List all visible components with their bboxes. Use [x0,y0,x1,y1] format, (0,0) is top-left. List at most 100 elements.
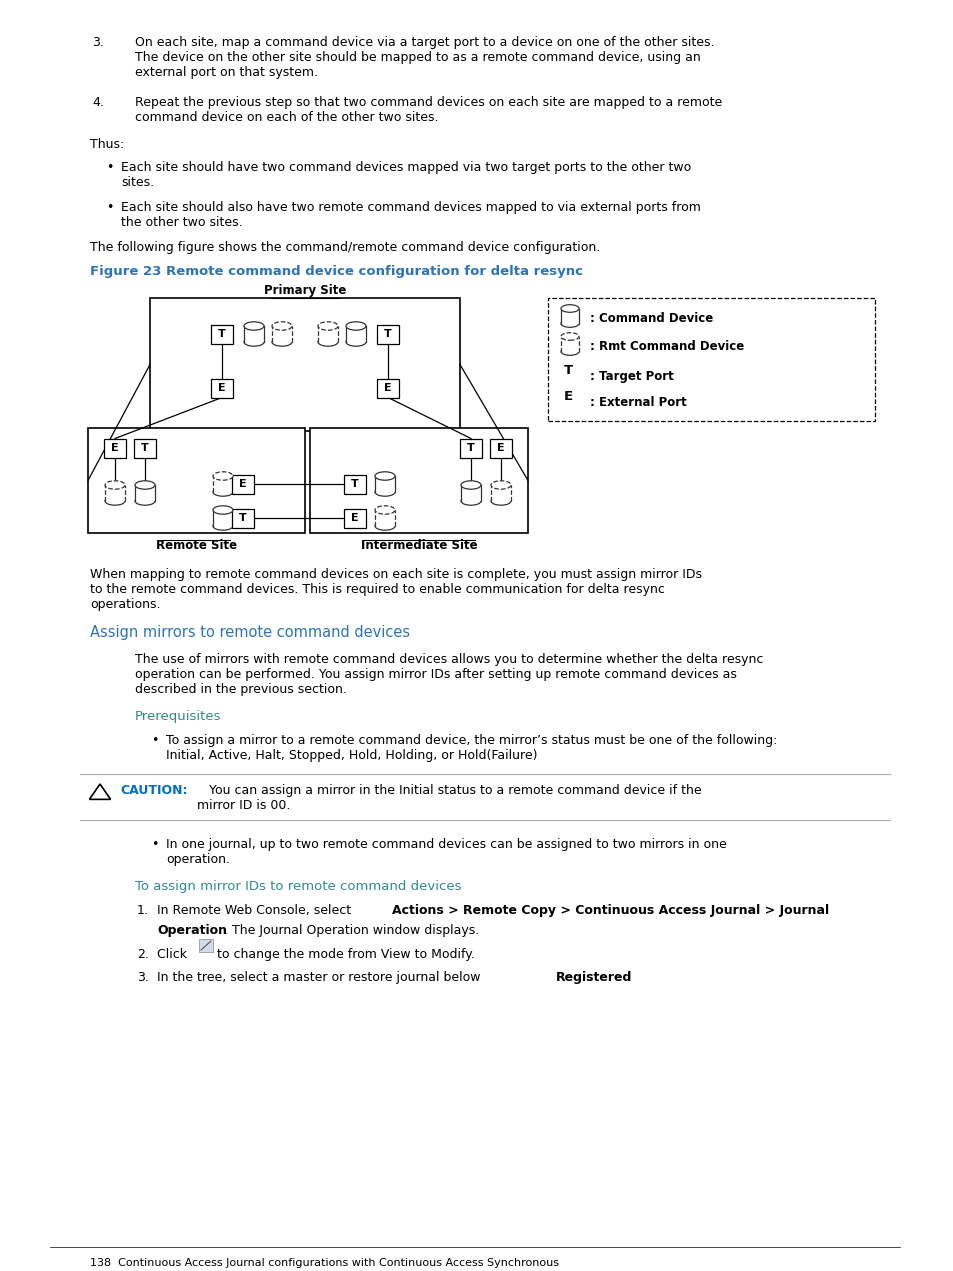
Text: •: • [151,733,158,747]
Ellipse shape [375,522,395,530]
Bar [213,477,233,492]
Bar [232,474,253,493]
Bar [232,508,253,527]
Text: . The Journal Operation window displays.: . The Journal Operation window displays. [224,924,478,937]
Polygon shape [88,428,305,533]
Text: Each site should have two command devices mapped via two target ports to the oth: Each site should have two command device… [121,161,691,189]
Text: Each site should also have two remote command devices mapped to via external por: Each site should also have two remote co… [121,201,700,229]
Text: Click: Click [157,948,191,961]
Text: E: E [112,444,119,452]
Bar [560,337,578,352]
Text: The use of mirrors with remote command devices allows you to determine whether t: The use of mirrors with remote command d… [135,653,762,697]
Ellipse shape [105,480,125,489]
Ellipse shape [560,305,578,313]
Text: •: • [151,838,158,852]
Ellipse shape [213,506,233,515]
Text: Intermediate Site: Intermediate Site [360,539,476,552]
Ellipse shape [317,338,337,346]
Bar [211,379,233,398]
Text: E: E [239,479,247,489]
Text: Primary Site: Primary Site [264,283,346,297]
Ellipse shape [105,497,125,505]
Text: CAUTION:: CAUTION: [120,784,188,797]
Bar [317,325,337,342]
Polygon shape [310,428,527,533]
Ellipse shape [346,322,366,330]
Ellipse shape [375,472,395,480]
Bar [491,486,511,501]
Bar [376,324,398,343]
Text: To assign a mirror to a remote command device, the mirror’s status must be one o: To assign a mirror to a remote command d… [166,733,777,763]
Text: : Rmt Command Device: : Rmt Command Device [589,341,743,353]
Text: T: T [351,479,358,489]
Bar [375,510,395,526]
Ellipse shape [491,480,511,489]
Ellipse shape [272,322,292,330]
Text: 4.: 4. [91,97,104,109]
Bar [133,438,156,458]
Text: In the tree, select a master or restore journal below: In the tree, select a master or restore … [157,971,484,984]
Text: Operation: Operation [157,924,227,937]
Ellipse shape [213,488,233,496]
Text: When mapping to remote command devices on each site is complete, you must assign: When mapping to remote command devices o… [90,568,701,611]
Text: to change the mode from View to Modify.: to change the mode from View to Modify. [216,948,475,961]
Polygon shape [150,297,459,431]
Text: You can assign a mirror in the Initial status to a remote command device if the
: You can assign a mirror in the Initial s… [196,784,700,812]
Bar [346,325,366,342]
Text: 138  Continuous Access Journal configurations with Continuous Access Synchronous: 138 Continuous Access Journal configurat… [90,1258,558,1268]
Bar [375,477,395,492]
Ellipse shape [375,488,395,496]
Ellipse shape [317,322,337,330]
Ellipse shape [272,338,292,346]
Text: T: T [384,329,392,339]
Text: The following figure shows the command/remote command device configuration.: The following figure shows the command/r… [90,241,599,254]
Text: •: • [106,161,113,174]
Text: Registered: Registered [556,971,632,984]
Text: T: T [467,444,475,452]
Bar [376,379,398,398]
Text: Remote Site: Remote Site [155,539,236,552]
Bar [460,486,480,501]
Text: : Command Device: : Command Device [589,311,713,325]
Text: Prerequisites: Prerequisites [135,710,221,723]
Ellipse shape [560,348,578,356]
Ellipse shape [213,472,233,480]
Text: Actions > Remote Copy > Continuous Access Journal > Journal: Actions > Remote Copy > Continuous Acces… [392,904,828,916]
Ellipse shape [560,320,578,328]
Polygon shape [547,297,874,421]
Text: Assign mirrors to remote command devices: Assign mirrors to remote command devices [90,625,410,641]
Text: To assign mirror IDs to remote command devices: To assign mirror IDs to remote command d… [135,880,461,894]
Bar [272,325,292,342]
Text: T: T [239,513,247,522]
Bar [135,486,154,501]
Text: T: T [218,329,226,339]
Bar [211,324,233,343]
Text: E: E [351,513,358,522]
Ellipse shape [560,333,578,341]
Text: On each site, map a command device via a target port to a device on one of the o: On each site, map a command device via a… [135,36,714,79]
Ellipse shape [346,338,366,346]
Text: .: . [626,971,630,984]
Ellipse shape [213,522,233,530]
Bar [105,486,125,501]
Text: E: E [218,383,226,393]
Ellipse shape [491,497,511,505]
Text: Thus:: Thus: [90,139,124,151]
Text: E: E [563,389,572,403]
Text: Figure 23 Remote command device configuration for delta resync: Figure 23 Remote command device configur… [90,264,582,278]
Ellipse shape [460,497,480,505]
Text: In one journal, up to two remote command devices can be assigned to two mirrors : In one journal, up to two remote command… [166,838,726,866]
Text: T: T [563,364,572,376]
Text: 3.: 3. [91,36,104,50]
Bar [199,939,213,952]
Text: Repeat the previous step so that two command devices on each site are mapped to : Repeat the previous step so that two com… [135,97,721,125]
Bar [490,438,512,458]
Text: E: E [384,383,392,393]
Text: 1.: 1. [137,904,149,916]
Bar [213,510,233,526]
Text: •: • [106,201,113,214]
Text: : External Port: : External Port [589,397,686,409]
Text: T: T [141,444,149,452]
Bar [104,438,126,458]
Bar [344,474,366,493]
